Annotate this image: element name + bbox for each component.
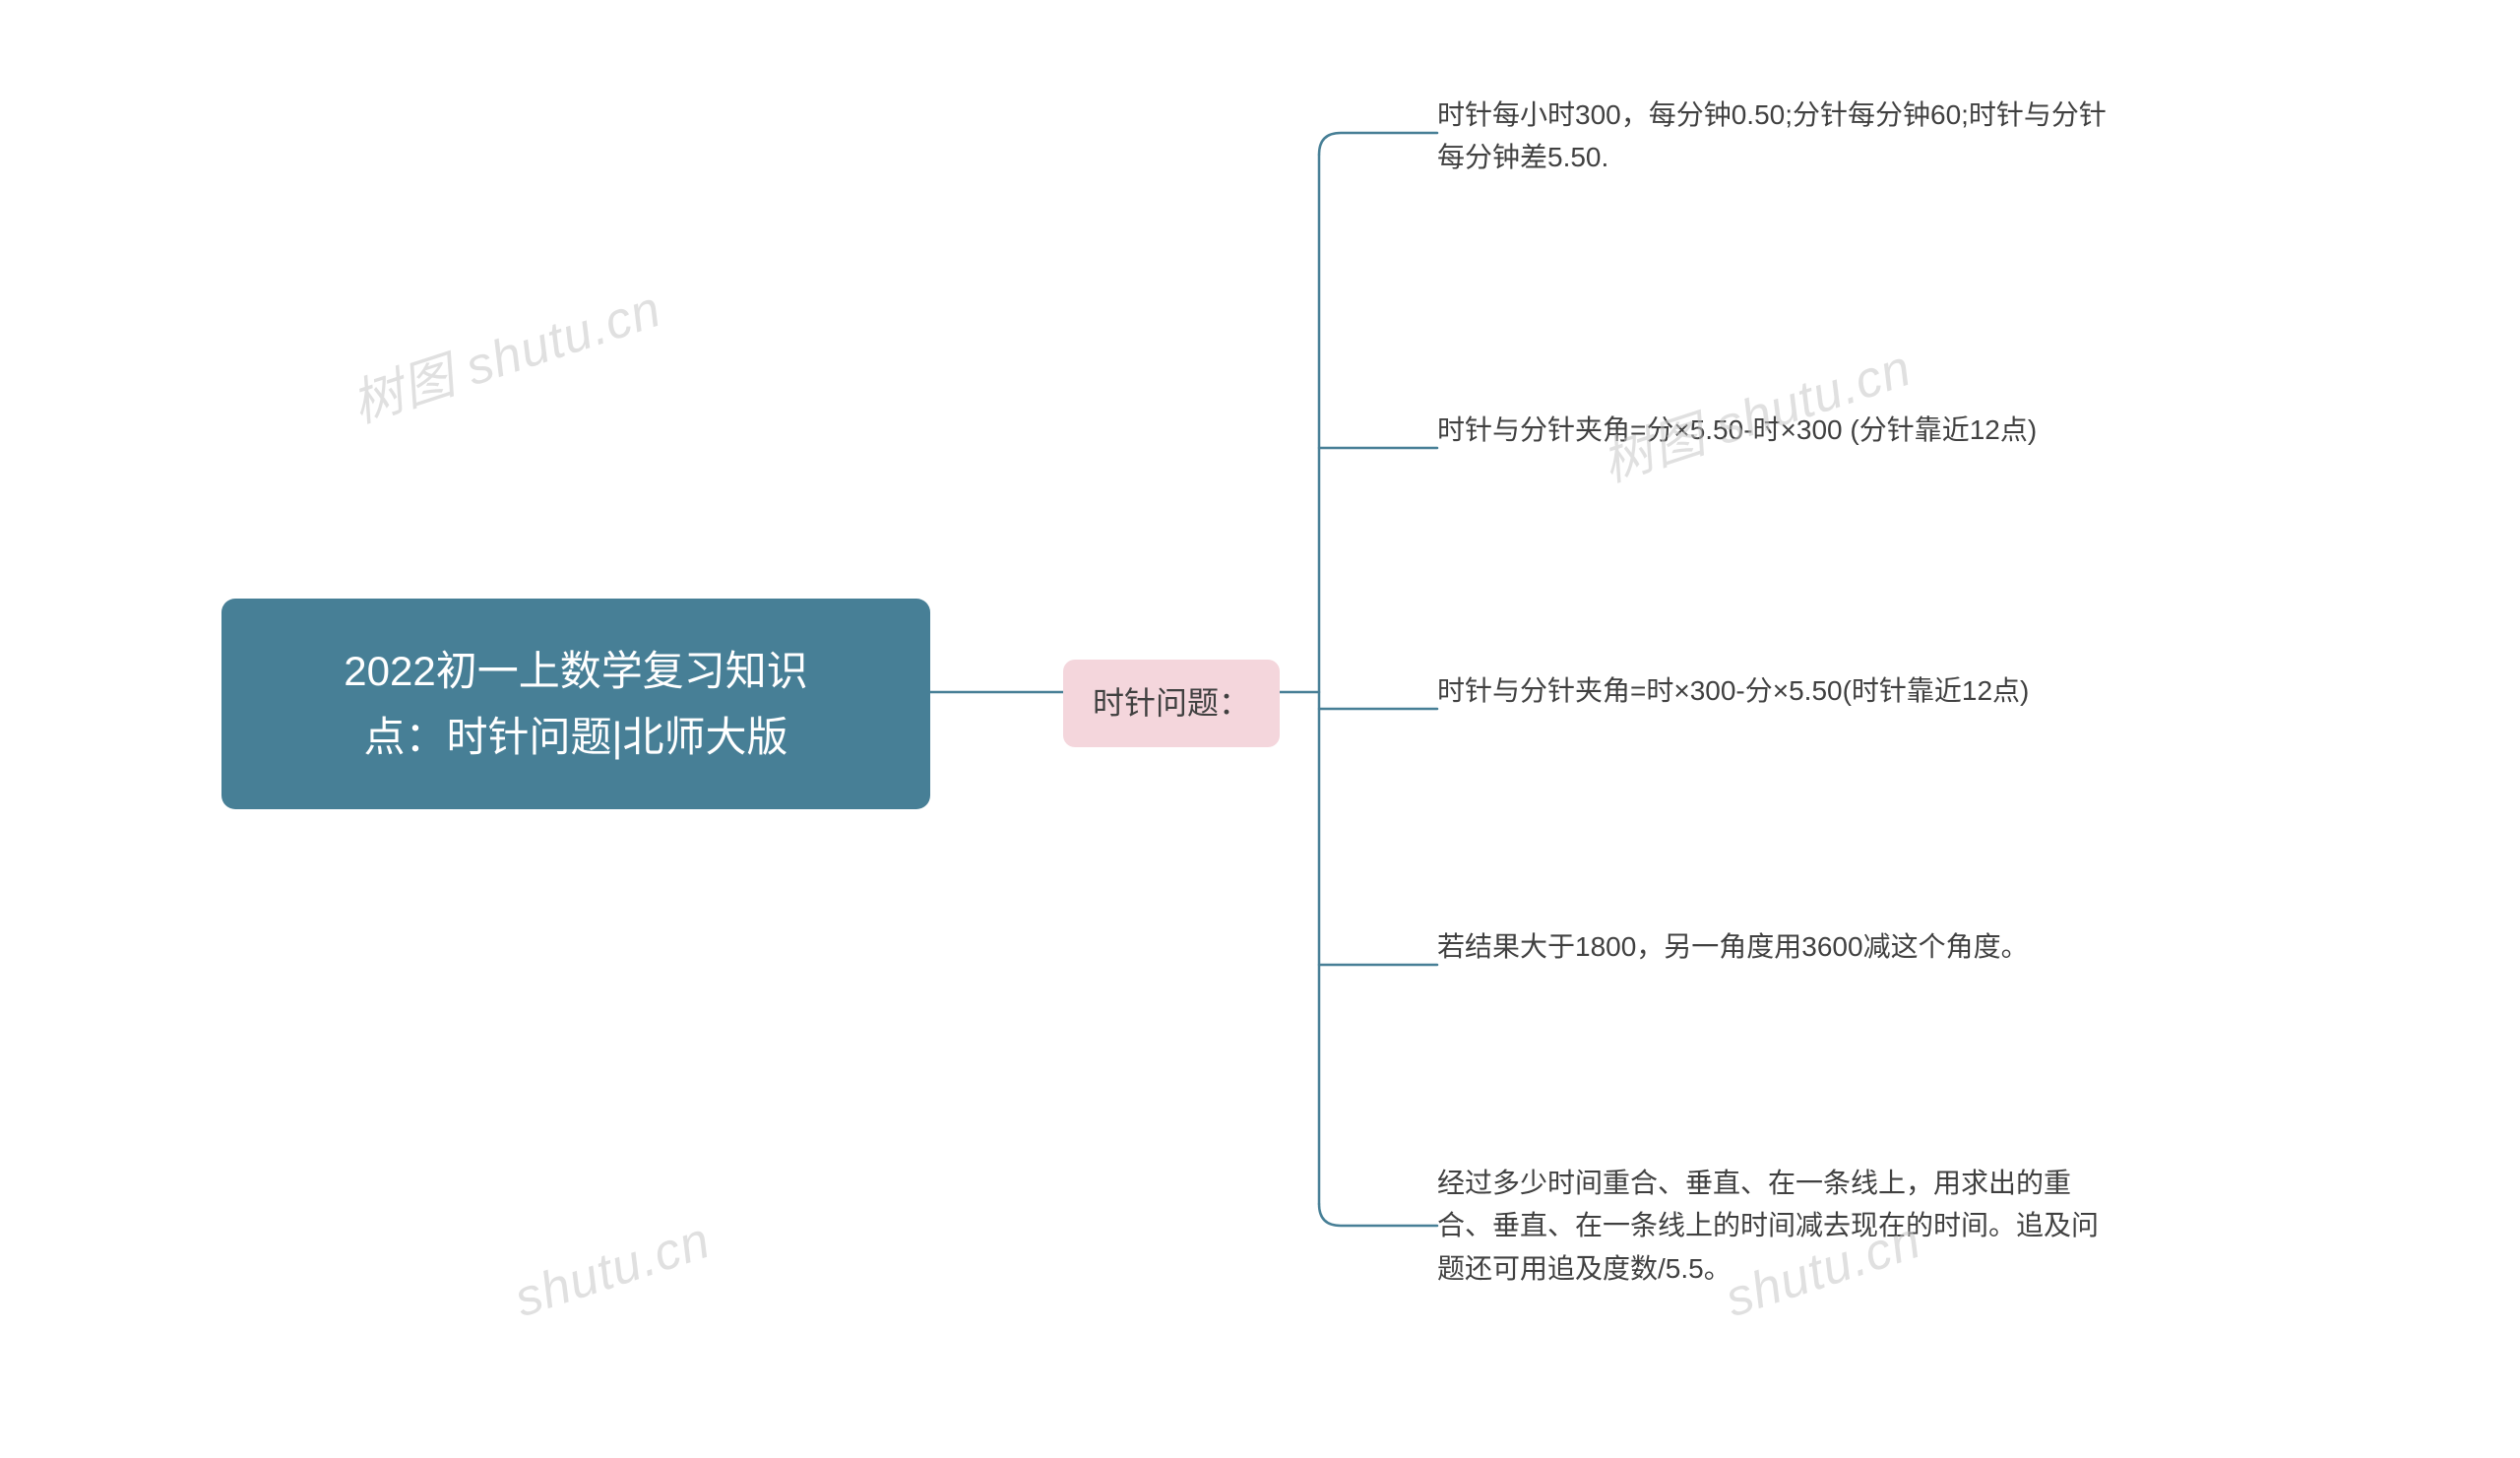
leaf-node: 时针与分针夹角=时×300-分×5.50(时针靠近12点) xyxy=(1437,669,2116,712)
root-node: 2022初一上数学复习知识 点：时针问题|北师大版 xyxy=(221,599,930,809)
leaf-node: 时针与分针夹角=分×5.50-时×300 (分针靠近12点) xyxy=(1437,409,2116,451)
root-text-line1: 2022初一上数学复习知识 xyxy=(344,648,807,694)
leaf-node: 若结果大于1800，另一角度用3600减这个角度。 xyxy=(1437,925,2116,968)
leaf-node: 时针每小时300，每分钟0.50;分针每分钟60;时针与分针每分钟差5.50. xyxy=(1437,94,2116,179)
mindmap-canvas: 2022初一上数学复习知识 点：时针问题|北师大版 时针问题： 时针每小时300… xyxy=(0,0,2520,1458)
mid-node-text: 时针问题： xyxy=(1093,685,1250,721)
root-text-line2: 点：时针问题|北师大版 xyxy=(364,714,788,760)
mid-node: 时针问题： xyxy=(1063,660,1280,747)
leaf-node: 经过多少时间重合、垂直、在一条线上，用求出的重合、垂直、在一条线上的时间减去现在… xyxy=(1437,1162,2116,1290)
